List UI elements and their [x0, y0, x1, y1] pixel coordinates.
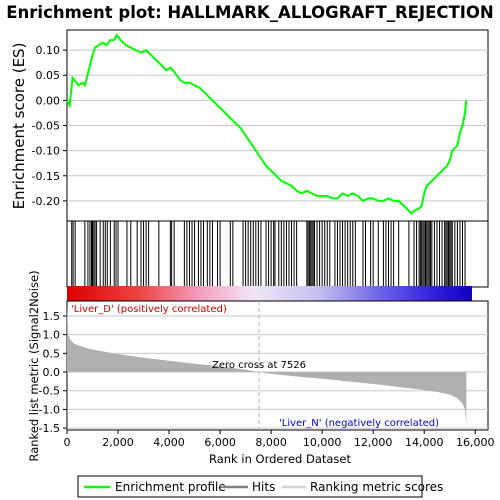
- metric-ytick-label: 1.5: [43, 310, 61, 323]
- xtick-label: 0: [64, 436, 71, 449]
- xtick-label: 12,000: [354, 436, 393, 449]
- positive-correlation-label: 'Liver_D' (positively correlated): [71, 304, 227, 315]
- x-axis-label: Rank in Ordered Dataset: [209, 452, 352, 466]
- metric-ytick-label: -1.0: [39, 403, 60, 416]
- es-y-axis-label: Enrichment score (ES): [10, 43, 28, 210]
- es-ytick-label: -0.15: [32, 170, 60, 183]
- metric-ytick-label: -0.5: [39, 385, 60, 398]
- es-ytick-label: -0.10: [32, 145, 60, 158]
- xtick-label: 8,000: [255, 436, 287, 449]
- hits-panel-frame: [66, 220, 489, 288]
- xtick-label: 4,000: [153, 436, 185, 449]
- x-axis-ticks: 0 2,000 4,000 6,000 8,000 10,000 12,000 14,000 1…: [64, 430, 495, 449]
- metric-ytick-label: 1.0: [43, 329, 61, 342]
- es-ytick-label: 0.10: [36, 44, 61, 57]
- chart-title: Enrichment plot: HALLMARK_ALLOGRAFT_REJE…: [6, 3, 493, 22]
- legend-label-hits: Hits: [252, 480, 275, 494]
- xtick-label: 16,000: [456, 436, 495, 449]
- negative-correlation-label: 'Liver_N' (negatively correlated): [279, 418, 439, 429]
- legend-box: [77, 475, 423, 498]
- metric-ytick-label: 0.0: [43, 366, 61, 379]
- metric-ytick-label: 0.5: [43, 347, 61, 360]
- rank-color-bar: [67, 286, 472, 301]
- zero-cross-label: Zero cross at 7526: [212, 360, 306, 371]
- xtick-label: 10,000: [303, 436, 342, 449]
- metric-y-axis-label: Ranked list metric (Signal2Noise): [27, 270, 41, 461]
- xtick-label: 14,000: [405, 436, 444, 449]
- es-y-axis-ticks: 0.10 0.05 0.00 -0.05 -0.10 -0.15 -0.20: [32, 44, 67, 208]
- ranking-metric-area: [67, 307, 467, 426]
- hit-markers: [71, 221, 466, 286]
- metric-ytick-label: -1.5: [39, 422, 60, 435]
- enrichment-profile-line: [66, 33, 468, 215]
- es-ytick-label: 0.05: [36, 69, 61, 82]
- legend-label-enrichment-profile: Enrichment profile: [115, 480, 226, 494]
- legend-label-ranking-metric-scores: Ranking metric scores: [310, 480, 443, 494]
- es-ytick-label: 0.00: [36, 94, 61, 107]
- es-ytick-label: -0.05: [32, 120, 60, 133]
- metric-y-axis-ticks: 1.5 1.0 0.5 0.0 -0.5 -1.0 -1.5: [39, 310, 67, 435]
- xtick-label: 6,000: [204, 436, 236, 449]
- es-ytick-label: -0.20: [32, 195, 60, 208]
- xtick-label: 2,000: [102, 436, 134, 449]
